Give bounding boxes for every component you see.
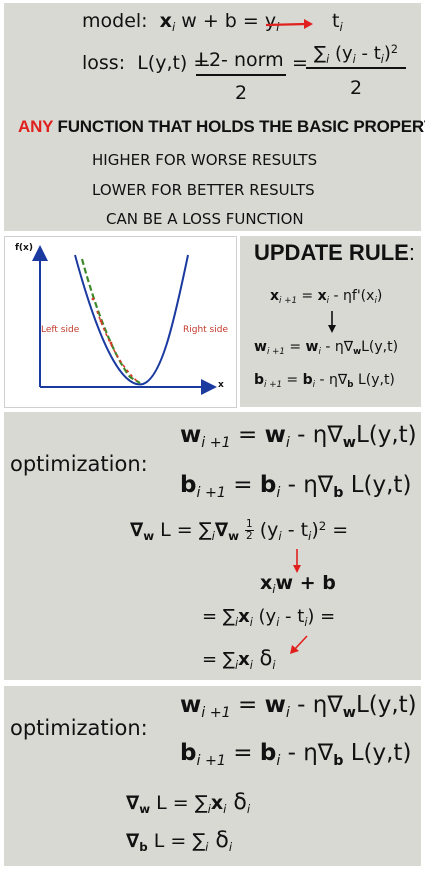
loss-fraction-sum: ∑i (yi - ti)2 2 [306,43,406,99]
arrow-diagonal-red-icon [290,635,308,654]
opt2-w-line: wi +1 = wi - η∇wL(y,t) [180,692,417,721]
opt1-b-line: bi +1 = bi - η∇b L(y,t) [180,472,412,501]
update-rule-panel: UPDATE RULE: xi +1 = xi - ηf'(xi) wi +1 … [240,236,421,407]
gradient-b-final: ∇b L = ∑i δi [126,828,233,854]
graph-svg [32,245,217,395]
rule-x: xi +1 = xi - ηf'(xi) [270,288,383,306]
loss-curve [74,254,189,386]
optimization-panel-1: optimization: wi +1 = wi - η∇wL(y,t) bi … [4,412,421,680]
target-t: ti [332,10,343,34]
property-line-1: HIGHER FOR WORSE RESULTS [92,151,318,169]
loss-panel: model: xi w + b = yi ti loss: L(y,t) = L… [4,3,425,231]
optimization-panel-2: optimization: wi +1 = wi - η∇wL(y,t) bi … [4,686,421,866]
convex-graph: f(x) x Left side Right side [4,236,237,408]
headline: ANY FUNCTION THAT HOLDS THE BASIC PROPER… [18,117,425,136]
property-line-3: CAN BE A LOSS FUNCTION [106,210,304,228]
rule-b: bi +1 = bi - η∇b L(y,t) [254,372,395,390]
rule-w: wi +1 = wi - η∇wL(y,t) [254,339,399,357]
arrow-down-icon [328,311,336,333]
opt1-w-line: wi +1 = wi - η∇wL(y,t) [180,422,417,451]
right-side-label: Right side [183,325,228,335]
optimization-label-1: optimization: [10,452,148,476]
arrow-right-icon [265,19,313,29]
property-line-2: LOWER FOR BETTER RESULTS [92,181,315,199]
x-axis-label: x [218,380,224,390]
gradient-w-final: ∇w L = ∑ixi δi [126,790,251,816]
gradient-step-2: = ∑ixi (yi - ti) = [202,606,336,629]
left-side-label: Left side [41,325,80,335]
arrow-down-red-icon [293,549,301,573]
opt2-b-line: bi +1 = bi - η∇b L(y,t) [180,740,412,769]
optimization-label-2: optimization: [10,716,148,740]
loss-fraction-l2: L2- norm 2 [196,49,286,104]
y-axis-label: f(x) [15,243,33,253]
descent-path-green [80,258,141,384]
update-rule-title: UPDATE RULE: [254,240,415,265]
model-equation: model: xi w + b = yi [82,10,280,34]
loss-label: loss: L(y,t) = [82,52,210,74]
loss-equals: = [292,52,308,74]
gradient-step-3: = ∑ixi δi [202,646,276,672]
derivative-term: xiw + b [260,572,336,596]
